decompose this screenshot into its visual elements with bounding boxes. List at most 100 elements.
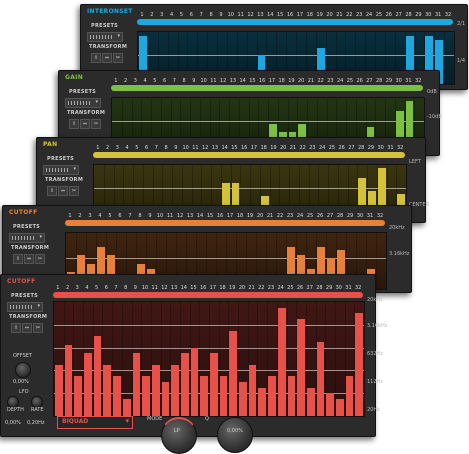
step-bar[interactable]: [287, 247, 295, 289]
step-bar[interactable]: [103, 364, 112, 416]
step-bar[interactable]: [395, 111, 404, 150]
filter-type-select[interactable]: BIQUAD ▾: [57, 416, 133, 429]
mirror-button[interactable]: ⇔: [102, 53, 112, 63]
step-bar[interactable]: [93, 336, 102, 416]
presets-dropdown[interactable]: ▾: [43, 165, 79, 175]
presets-dropdown[interactable]: ▾: [65, 98, 101, 108]
mode-knob[interactable]: [161, 417, 197, 454]
step-bar[interactable]: [97, 247, 105, 289]
step-bar[interactable]: [180, 353, 189, 416]
step-bar[interactable]: [77, 255, 85, 289]
step-bar[interactable]: [122, 398, 131, 416]
step-bar[interactable]: [317, 247, 325, 289]
step-bar[interactable]: [368, 191, 376, 217]
step-bar[interactable]: [171, 364, 179, 416]
preset-preview-icon: [90, 35, 112, 39]
step-bar[interactable]: [435, 39, 444, 84]
step-range-strip[interactable]: [111, 85, 423, 91]
step-bar[interactable]: [297, 319, 305, 416]
step-bar[interactable]: [190, 347, 199, 416]
step-bar[interactable]: [345, 376, 354, 416]
shift-up-button[interactable]: ⇧: [13, 254, 23, 264]
grid-line: [277, 98, 279, 150]
mirror-button[interactable]: ⇔: [24, 254, 34, 264]
step-bar[interactable]: [405, 100, 414, 150]
randomize-button[interactable]: ✂: [69, 186, 79, 196]
step-number: 6: [189, 12, 193, 18]
step-bar[interactable]: [142, 376, 150, 416]
step-bar[interactable]: [139, 36, 147, 84]
step-bar[interactable]: [219, 376, 228, 416]
step-bar[interactable]: [425, 36, 434, 84]
step-bar[interactable]: [316, 47, 325, 84]
step-bar[interactable]: [55, 364, 63, 416]
step-number: 24: [336, 78, 344, 84]
mirror-button[interactable]: ⇔: [58, 186, 68, 196]
step-bar[interactable]: [210, 353, 218, 416]
step-range-strip[interactable]: [93, 152, 405, 158]
randomize-button[interactable]: ✂: [113, 53, 123, 63]
presets-dropdown[interactable]: ▾: [87, 32, 123, 42]
step-range-strip[interactable]: [65, 220, 385, 226]
randomize-button[interactable]: ✂: [91, 119, 101, 129]
step-number: 32: [396, 145, 404, 151]
grid-line: [366, 233, 367, 289]
grid-line: [357, 165, 359, 217]
transform-label: TRANSFORM: [45, 177, 84, 183]
step-bar[interactable]: [161, 381, 170, 416]
grid-line: [136, 233, 137, 289]
step-bar[interactable]: [316, 341, 325, 416]
mirror-button[interactable]: ⇔: [80, 119, 90, 129]
step-bar[interactable]: [248, 364, 257, 416]
grid-line: [259, 165, 261, 217]
q-knob[interactable]: [217, 417, 253, 453]
presets-dropdown[interactable]: ▾: [9, 233, 45, 243]
grid-line: [250, 165, 251, 217]
lfo-rate-knob[interactable]: [31, 396, 43, 408]
grid-line: [386, 165, 388, 217]
step-bar[interactable]: [405, 36, 414, 84]
step-range-strip[interactable]: [53, 292, 363, 298]
offset-knob[interactable]: [15, 362, 31, 378]
step-bar[interactable]: [107, 255, 115, 289]
step-bar[interactable]: [358, 178, 366, 217]
step-bar[interactable]: [268, 376, 276, 416]
shift-up-button[interactable]: ⇧: [69, 119, 79, 129]
step-bar[interactable]: [297, 255, 305, 289]
step-bar[interactable]: [113, 376, 121, 416]
step-bar[interactable]: [326, 393, 334, 416]
step-bar[interactable]: [151, 364, 160, 416]
randomize-button[interactable]: ✂: [33, 323, 43, 333]
step-bar[interactable]: [306, 387, 315, 416]
presets-dropdown[interactable]: ▾: [7, 302, 43, 312]
step-bar[interactable]: [287, 376, 296, 416]
step-bar[interactable]: [277, 307, 286, 416]
step-sequencer-plot[interactable]: [53, 301, 365, 417]
step-bar[interactable]: [84, 353, 92, 416]
step-bar[interactable]: [335, 398, 344, 416]
step-number: 3: [115, 145, 119, 151]
step-bar[interactable]: [239, 381, 247, 416]
step-range-strip[interactable]: [137, 19, 453, 25]
randomize-button[interactable]: ✂: [35, 254, 45, 264]
shift-up-button[interactable]: ⇧: [11, 323, 21, 333]
step-bar[interactable]: [231, 183, 240, 217]
shift-up-button[interactable]: ⇧: [91, 53, 101, 63]
step-bar[interactable]: [229, 330, 238, 416]
step-bar[interactable]: [377, 167, 386, 217]
step-bar[interactable]: [258, 387, 267, 416]
step-bar[interactable]: [200, 376, 208, 416]
step-bar[interactable]: [257, 55, 266, 84]
lfo-depth-knob[interactable]: [7, 396, 19, 408]
mirror-button[interactable]: ⇔: [22, 323, 32, 333]
step-bar[interactable]: [74, 376, 83, 416]
step-number: 18: [306, 12, 313, 18]
shift-up-button[interactable]: ⇧: [47, 186, 57, 196]
step-bar[interactable]: [221, 183, 230, 217]
step-bar[interactable]: [64, 345, 73, 416]
step-bar[interactable]: [132, 353, 141, 416]
step-bar[interactable]: [327, 258, 335, 289]
step-bar[interactable]: [355, 313, 363, 416]
step-bar[interactable]: [337, 249, 345, 289]
grid-line: [308, 165, 310, 217]
